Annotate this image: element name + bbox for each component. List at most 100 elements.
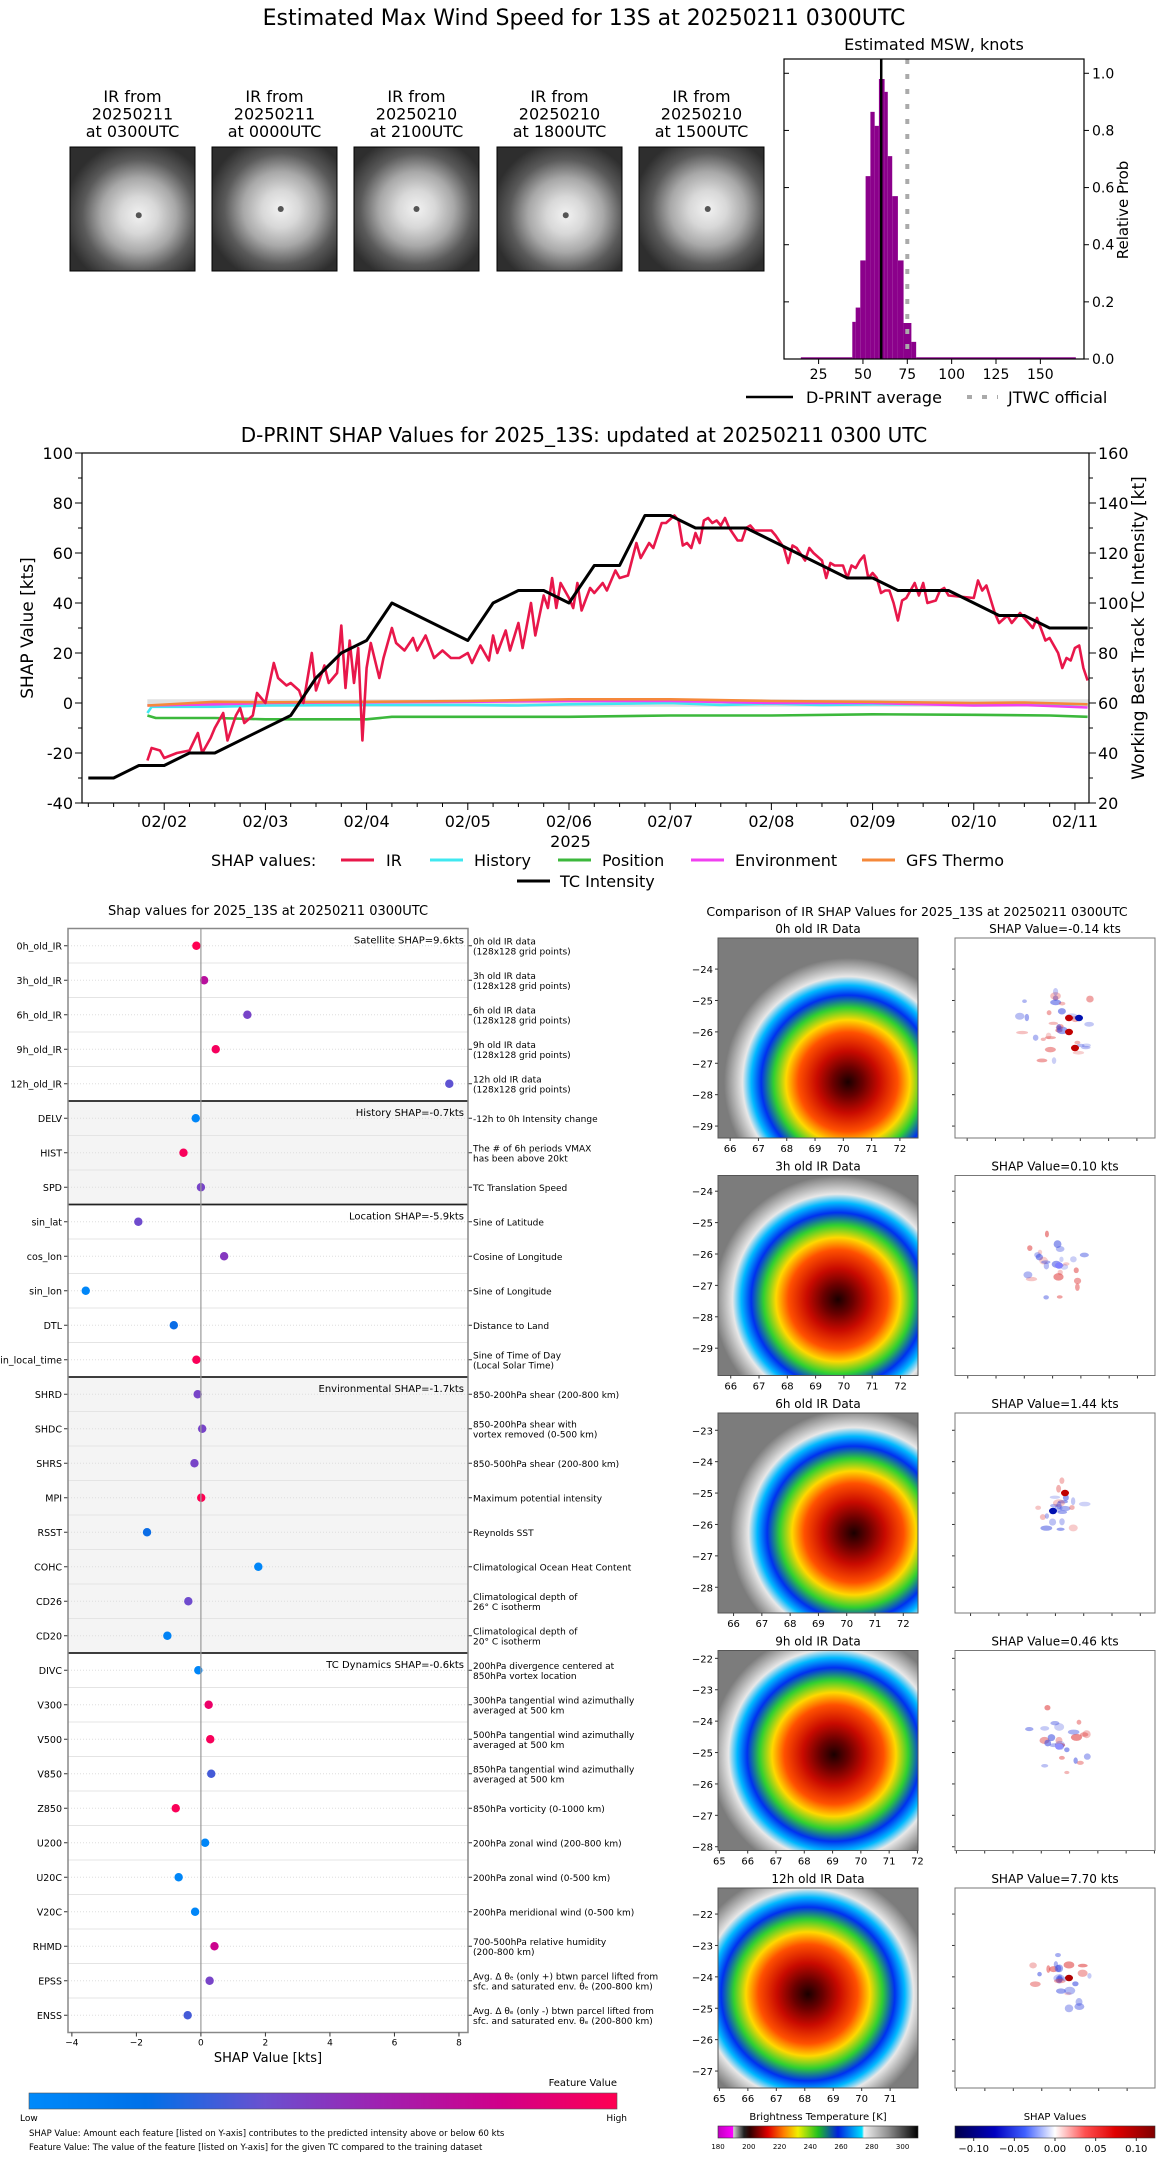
feature-description: averaged at 500 km (473, 1741, 564, 1751)
y-right-tick-label: 40 (1098, 744, 1118, 763)
x-tick-label: 02/02 (141, 812, 187, 831)
feature-name: 0h_old_IR (17, 941, 63, 952)
feature-name: cos_lon (27, 1252, 62, 1263)
feature-description: vortex removed (0-500 km) (473, 1430, 597, 1440)
thumbnail-label: 20250210 (376, 105, 457, 124)
feature-name: 12h_old_IR (11, 1079, 63, 1090)
series-line-position (147, 712, 1088, 721)
shap-dot (190, 1459, 199, 1468)
lat-tick-label: −28 (692, 1843, 713, 1854)
shap-attribution-blob (1052, 995, 1059, 1001)
shap-attribution-blob (1049, 1518, 1057, 1526)
ir-panel-frame (717, 1650, 919, 1851)
shap-attribution-blob (1070, 1733, 1083, 1741)
timeseries-title: D-PRINT SHAP Values for 2025_13S: update… (241, 423, 928, 447)
legend-label: IR (386, 851, 402, 870)
shap-attribution-blob (1053, 1240, 1062, 1249)
shap-dot (163, 1631, 172, 1640)
feature-name: 9h_old_IR (17, 1045, 63, 1056)
ir-panel-title: 6h old IR Data (775, 1397, 861, 1411)
shap-attribution-blob (1056, 1988, 1066, 1994)
storm-eye (277, 206, 284, 212)
feature-name: sin_local_time (0, 1355, 62, 1366)
lon-tick-label: 70 (837, 1144, 850, 1155)
shap-attribution-blob (1074, 1040, 1081, 1045)
shap-dot (192, 1355, 201, 1364)
feature-name: MPI (45, 1493, 62, 1504)
thumbnail-label: IR from (245, 87, 303, 106)
shap-dot (219, 1252, 229, 1261)
shap-strong-attribution (1065, 1028, 1073, 1036)
x-tick-label: 02/03 (242, 812, 288, 831)
feature-description: Climatological depth of (473, 1627, 578, 1637)
y-tick-label: 80 (53, 494, 73, 513)
shap-attribution-blob (1015, 1012, 1025, 1020)
ir-panel-frame (717, 1175, 919, 1376)
histogram-bar (855, 307, 861, 359)
histogram-frame (783, 58, 1085, 360)
lon-tick-label: 72 (894, 1144, 907, 1155)
feature-description: Avg. Δ θₑ (only +) btwn parcel lifted fr… (473, 1972, 658, 1982)
shap-panel-title: SHAP Value=7.70 kts (991, 1872, 1118, 1886)
shap-attribution-blob (1053, 1961, 1059, 1968)
legend-label: Position (602, 851, 664, 870)
legend-label: Environment (735, 851, 837, 870)
lon-tick-label: 67 (770, 1857, 783, 1868)
lon-tick-label: 68 (781, 1382, 794, 1393)
shap-attribution-blob (1059, 1256, 1064, 1263)
thumbnail-label: 20250210 (661, 105, 742, 124)
bt-colorbar-tick: 200 (742, 2143, 755, 2151)
colorbar-high-label: High (606, 2114, 627, 2124)
shap-attribution-blob (1044, 1036, 1056, 1040)
storm-eye (562, 212, 569, 219)
shap-panel-title: SHAP Value=-0.14 kts (989, 922, 1121, 936)
histogram-bar (911, 341, 917, 359)
lon-tick-label: 72 (911, 1857, 924, 1868)
shap-colorbar-tick: 0.05 (1085, 2144, 1107, 2155)
feature-name: EPSS (38, 1976, 62, 1987)
shap-feature-chart: Shap values for 2025_13S at 20250211 030… (0, 904, 658, 2153)
histogram-bar (800, 357, 853, 359)
shap-attribution-blob (1027, 1245, 1033, 1251)
shap-attribution-blob (1074, 2003, 1085, 2011)
shap-attribution-blob (1087, 1973, 1092, 1979)
storm-eye (704, 206, 711, 212)
shap-dot (142, 1528, 152, 1537)
shap-values-colorbar (954, 2125, 1156, 2139)
histogram-bar (865, 176, 871, 359)
lon-tick-label: 66 (742, 2094, 755, 2105)
feature-description: (128x128 grid points) (473, 947, 571, 957)
ir-panel-title: 9h old IR Data (775, 1635, 861, 1649)
shap-colorbar-tick: 0.00 (1044, 2144, 1066, 2155)
shap-attribution-blob (1073, 1757, 1078, 1764)
feature-name: sin_lat (31, 1217, 62, 1228)
timeseries-plot-area (88, 514, 1089, 780)
shap-attribution-blob (1023, 1271, 1033, 1279)
shap-dot (207, 1769, 216, 1778)
lat-tick-label: −23 (692, 1941, 713, 1952)
shap-dot (134, 1217, 143, 1226)
shap-dot (200, 1838, 210, 1847)
bt-colorbar-tick: 220 (773, 2143, 786, 2151)
ir-brightness-image (718, 1413, 918, 1613)
lon-tick-label: 65 (713, 1857, 726, 1868)
lon-tick-label: 66 (724, 1144, 737, 1155)
msw-histogram: Estimated MSW, knots 25 50 75 100 125 150 0.0 0.… (746, 35, 1132, 407)
feature-description: Climatological Ocean Heat Content (473, 1563, 632, 1573)
bt-colorbar-tick: 260 (834, 2143, 847, 2151)
feature-group: History SHAP=-0.7kts DELV -12h to 0h Inten… (38, 1101, 598, 1205)
x-tick-label: −2 (130, 2039, 143, 2049)
lat-tick-label: −22 (692, 1654, 713, 1665)
ir-satellite-image (496, 146, 623, 272)
feature-description: 6h old IR data (473, 1006, 536, 1016)
shap-strong-attribution (1055, 1743, 1063, 1750)
shap-attribution-blob (1070, 1497, 1076, 1506)
x-tick-label: 02/04 (344, 812, 390, 831)
tc-intensity-line (88, 514, 1088, 780)
shap-attribution-blob (1053, 1273, 1064, 1281)
x-tick-label: 02/06 (546, 812, 592, 831)
feature-name: DTL (44, 1321, 63, 1332)
feature-description: 850-200hPa shear (200-800 km) (473, 1391, 619, 1401)
dotplot-title: Shap values for 2025_13S at 20250211 030… (108, 904, 428, 919)
feature-name: sin_lon (29, 1286, 62, 1297)
